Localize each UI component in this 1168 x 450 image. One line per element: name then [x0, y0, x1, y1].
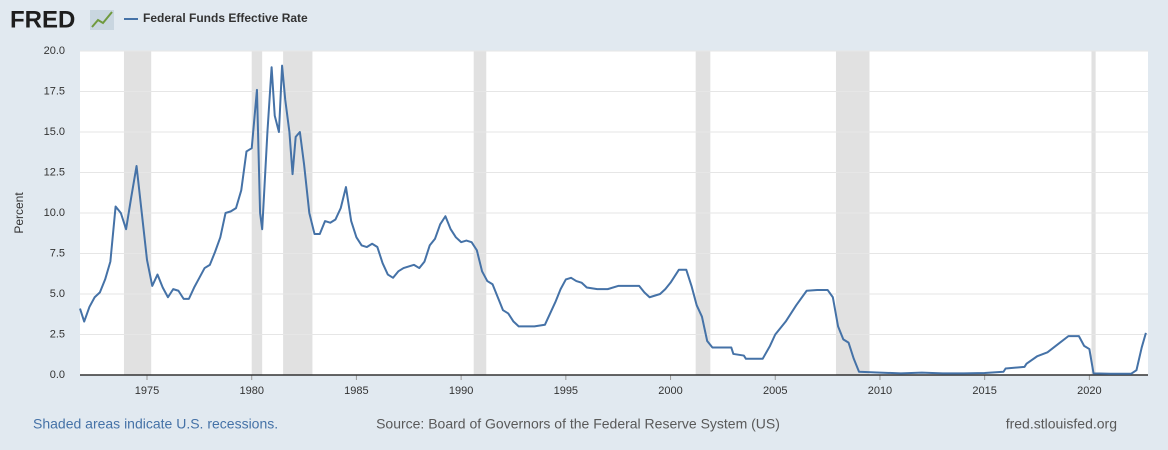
x-tick-label: 2010: [868, 385, 892, 397]
y-tick-label: 17.5: [44, 85, 65, 97]
logo-icon: [90, 10, 114, 30]
site-link: fred.stlouisfed.org: [1006, 416, 1117, 432]
y-tick-label: 0.0: [50, 369, 65, 381]
x-tick-label: 2005: [763, 385, 787, 397]
recession-note: Shaded areas indicate U.S. recessions.: [33, 416, 278, 432]
logo-icon-bg: [90, 10, 114, 30]
y-tick-label: 10.0: [44, 207, 65, 219]
y-tick-label: 5.0: [50, 288, 65, 300]
series-line: [79, 64, 1147, 375]
y-tick-label: 2.5: [50, 328, 65, 340]
legend-label: Federal Funds Effective Rate: [143, 11, 308, 25]
x-tick-label: 1995: [554, 385, 578, 397]
logo: FRED: [10, 6, 75, 33]
source: Source: Board of Governors of the Federa…: [376, 416, 780, 432]
y-axis-label: Percent: [12, 192, 26, 234]
y-tick-label: 20.0: [44, 45, 65, 57]
logo-icon-line: [91, 11, 113, 28]
y-tick-label: 7.5: [50, 247, 65, 259]
x-tick-label: 2000: [658, 385, 682, 397]
x-tick-label: 1985: [344, 385, 368, 397]
x-tick-label: 2015: [972, 385, 996, 397]
y-tick-label: 12.5: [44, 166, 65, 178]
x-tick-label: 1975: [135, 385, 159, 397]
x-tick-label: 2020: [1077, 385, 1101, 397]
x-tick-label: 1990: [449, 385, 473, 397]
x-tick-label: 1980: [239, 385, 263, 397]
y-tick-label: 15.0: [44, 126, 65, 138]
